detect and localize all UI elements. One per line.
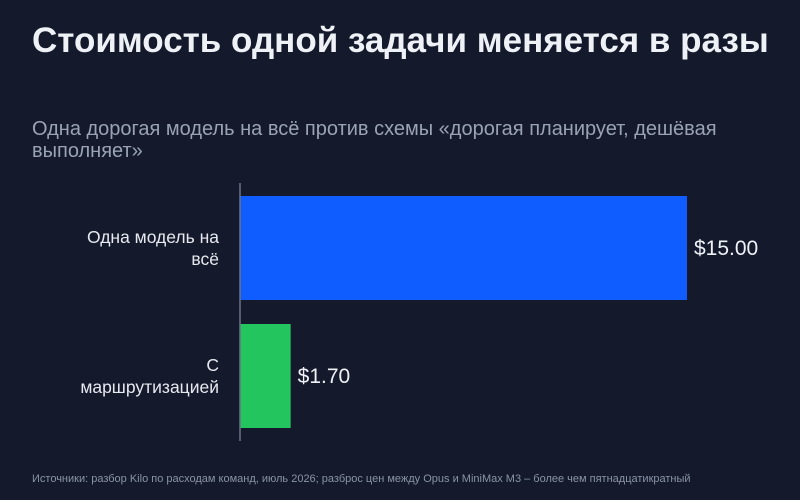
chart-subtitle: Одна дорогая модель на всё против схемы … (32, 118, 717, 162)
bars-layer: $15.00 Одна модель на всё $1.70 С маршрутизац… (80, 196, 758, 428)
bar-value-label-2: $1.70 (298, 365, 351, 388)
chart-title: Стоимость одной задачи меняется в разы (32, 21, 769, 60)
bar-value-label-1: $15.00 (694, 237, 758, 260)
bar-2 (240, 324, 291, 428)
source-note: Источники: разбор Kilo по расходам коман… (32, 473, 691, 485)
category-label-1: Одна модель на всё (87, 227, 219, 269)
bar-chart: $15.00 Одна модель на всё $1.70 С маршрутизац… (80, 183, 758, 441)
bar-1 (240, 196, 687, 300)
